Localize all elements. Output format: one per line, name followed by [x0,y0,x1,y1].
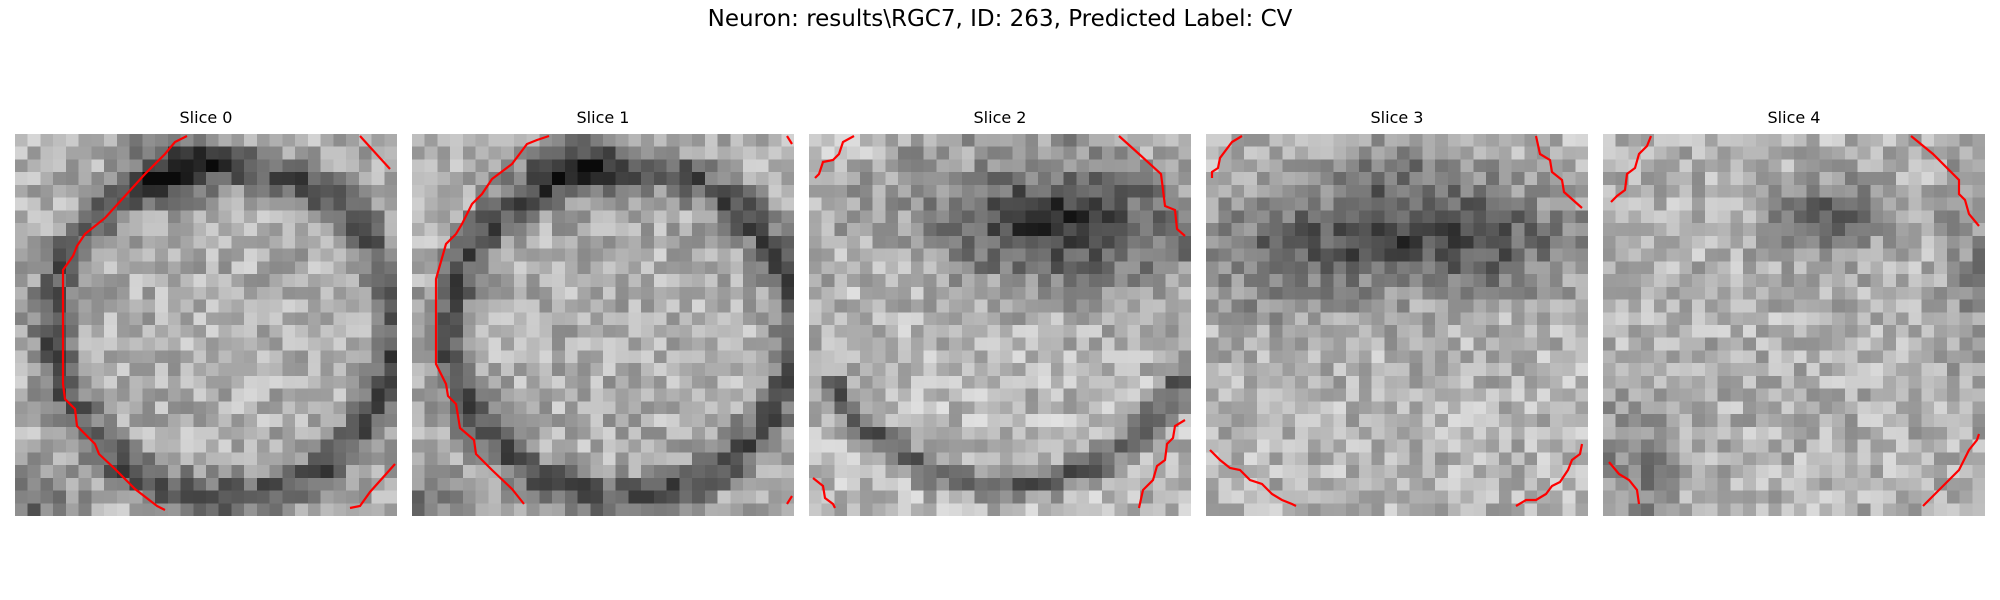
segmentation-contour-0 [61,135,396,511]
slice-image-2 [809,134,1191,516]
slice-image-4 [1603,134,1985,516]
slice-image-3 [1206,134,1588,516]
slice-title-0: Slice 0 [179,108,233,127]
slice-title-3: Slice 3 [1370,108,1424,127]
figure-title: Neuron: results\RGC7, ID: 263, Predicted… [707,6,1293,32]
slice-image-1 [412,134,794,516]
segmentation-contour-2 [812,135,1186,509]
slice-image-0 [15,134,397,516]
segmentation-contour-3 [1209,135,1584,507]
slice-title-1: Slice 1 [576,108,630,127]
segmentation-contour-1 [434,134,793,505]
slice-title-2: Slice 2 [973,108,1027,127]
slice-title-4: Slice 4 [1767,108,1821,127]
segmentation-contour-4 [1608,135,1981,507]
